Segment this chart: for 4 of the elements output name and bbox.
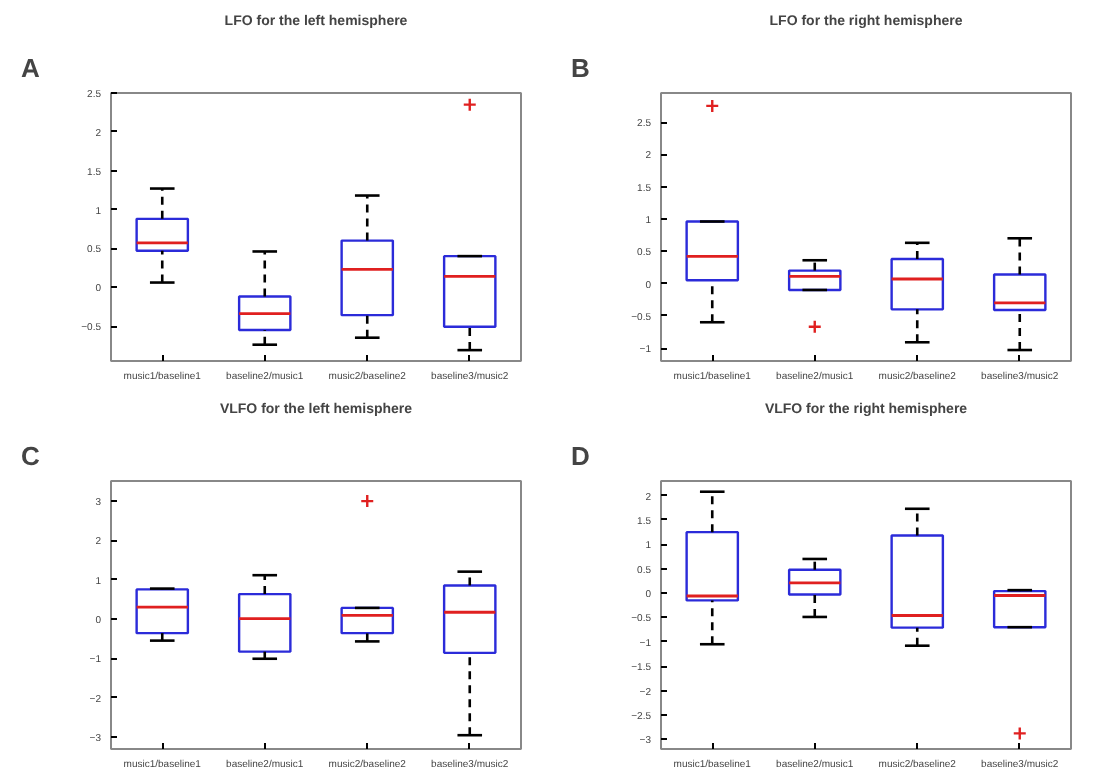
text: B (571, 53, 590, 83)
text: D (571, 441, 590, 471)
text: A (21, 53, 41, 83)
text: C (21, 441, 41, 471)
